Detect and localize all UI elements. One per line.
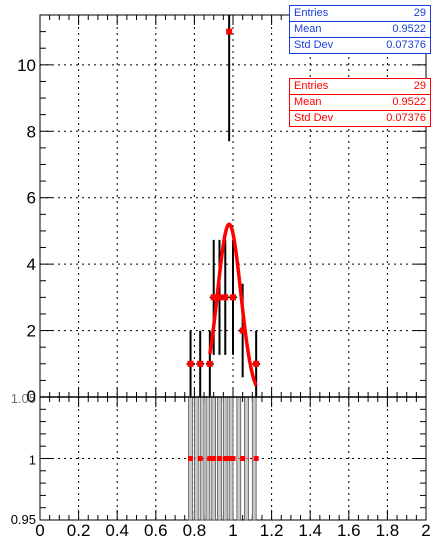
- x-tick-label: 0: [35, 521, 44, 540]
- y-tick-label: 1: [29, 453, 36, 468]
- y-tick-label: 0.95: [11, 512, 36, 527]
- stats-mean-value: 0.9522: [392, 96, 426, 108]
- stats-stddev-value: 0.07376: [386, 39, 426, 51]
- x-tick-label: 0.6: [144, 521, 168, 540]
- x-tick-label: 1.6: [337, 521, 361, 540]
- data-point: [216, 294, 223, 301]
- x-tick-label: 0.2: [67, 521, 91, 540]
- ratio-band: [244, 396, 249, 521]
- stats-mean-value: 0.9522: [392, 23, 426, 35]
- ratio-point: [216, 456, 222, 461]
- data-point: [230, 294, 236, 301]
- ratio-point: [188, 456, 194, 461]
- y-tick-label: 0: [27, 387, 36, 406]
- data-point: [197, 360, 204, 367]
- stats-mean-label: Mean: [294, 23, 322, 35]
- stats-stddev-label: Std Dev: [294, 112, 334, 124]
- stats-entries-label: Entries: [294, 80, 329, 92]
- data-point: [253, 360, 260, 367]
- y-tick-label: 1.05: [11, 391, 36, 406]
- ratio-point: [253, 456, 259, 461]
- x-tick-label: 2: [421, 521, 430, 540]
- gaussian-fit-curve: [208, 222, 258, 387]
- x-tick-label: 0.4: [105, 521, 129, 540]
- ratio-point: [226, 456, 232, 461]
- ratio-point: [197, 456, 203, 461]
- stats-box-blue: Entries 29 Mean 0.9522 Std Dev 0.07376: [289, 5, 431, 54]
- data-point: [226, 28, 233, 35]
- stats-mean-label: Mean: [294, 96, 322, 108]
- stats-entries-value: 29: [413, 7, 426, 19]
- data-point: [187, 360, 194, 367]
- x-tick-label: 1.4: [298, 521, 322, 540]
- x-tick-label: 1.8: [376, 521, 400, 540]
- y-tick-label: 10: [17, 56, 36, 75]
- stats-entries-label: Entries: [294, 7, 329, 19]
- data-point: [210, 294, 217, 301]
- stats-stddev-label: Std Dev: [294, 39, 334, 51]
- y-tick-label: 8: [27, 122, 36, 141]
- y-tick-label: 6: [27, 189, 36, 208]
- x-tick-label: 1: [228, 521, 237, 540]
- ratio-point: [240, 456, 246, 461]
- data-point: [206, 360, 213, 367]
- x-tick-label: 1.2: [260, 521, 284, 540]
- ratio-point: [207, 456, 213, 461]
- data-point: [222, 294, 229, 301]
- y-tick-label: 4: [27, 255, 36, 274]
- x-tick-label: 0.8: [183, 521, 207, 540]
- ratio-point: [222, 456, 228, 461]
- y-tick-label: 2: [27, 322, 36, 341]
- stats-box-red: Entries 29 Mean 0.9522 Std Dev 0.07376: [289, 78, 431, 127]
- ratio-point: [230, 456, 236, 461]
- stats-stddev-value: 0.07376: [386, 112, 426, 124]
- stats-entries-value: 29: [413, 80, 426, 92]
- data-point: [239, 327, 246, 334]
- ratio-point: [211, 456, 217, 461]
